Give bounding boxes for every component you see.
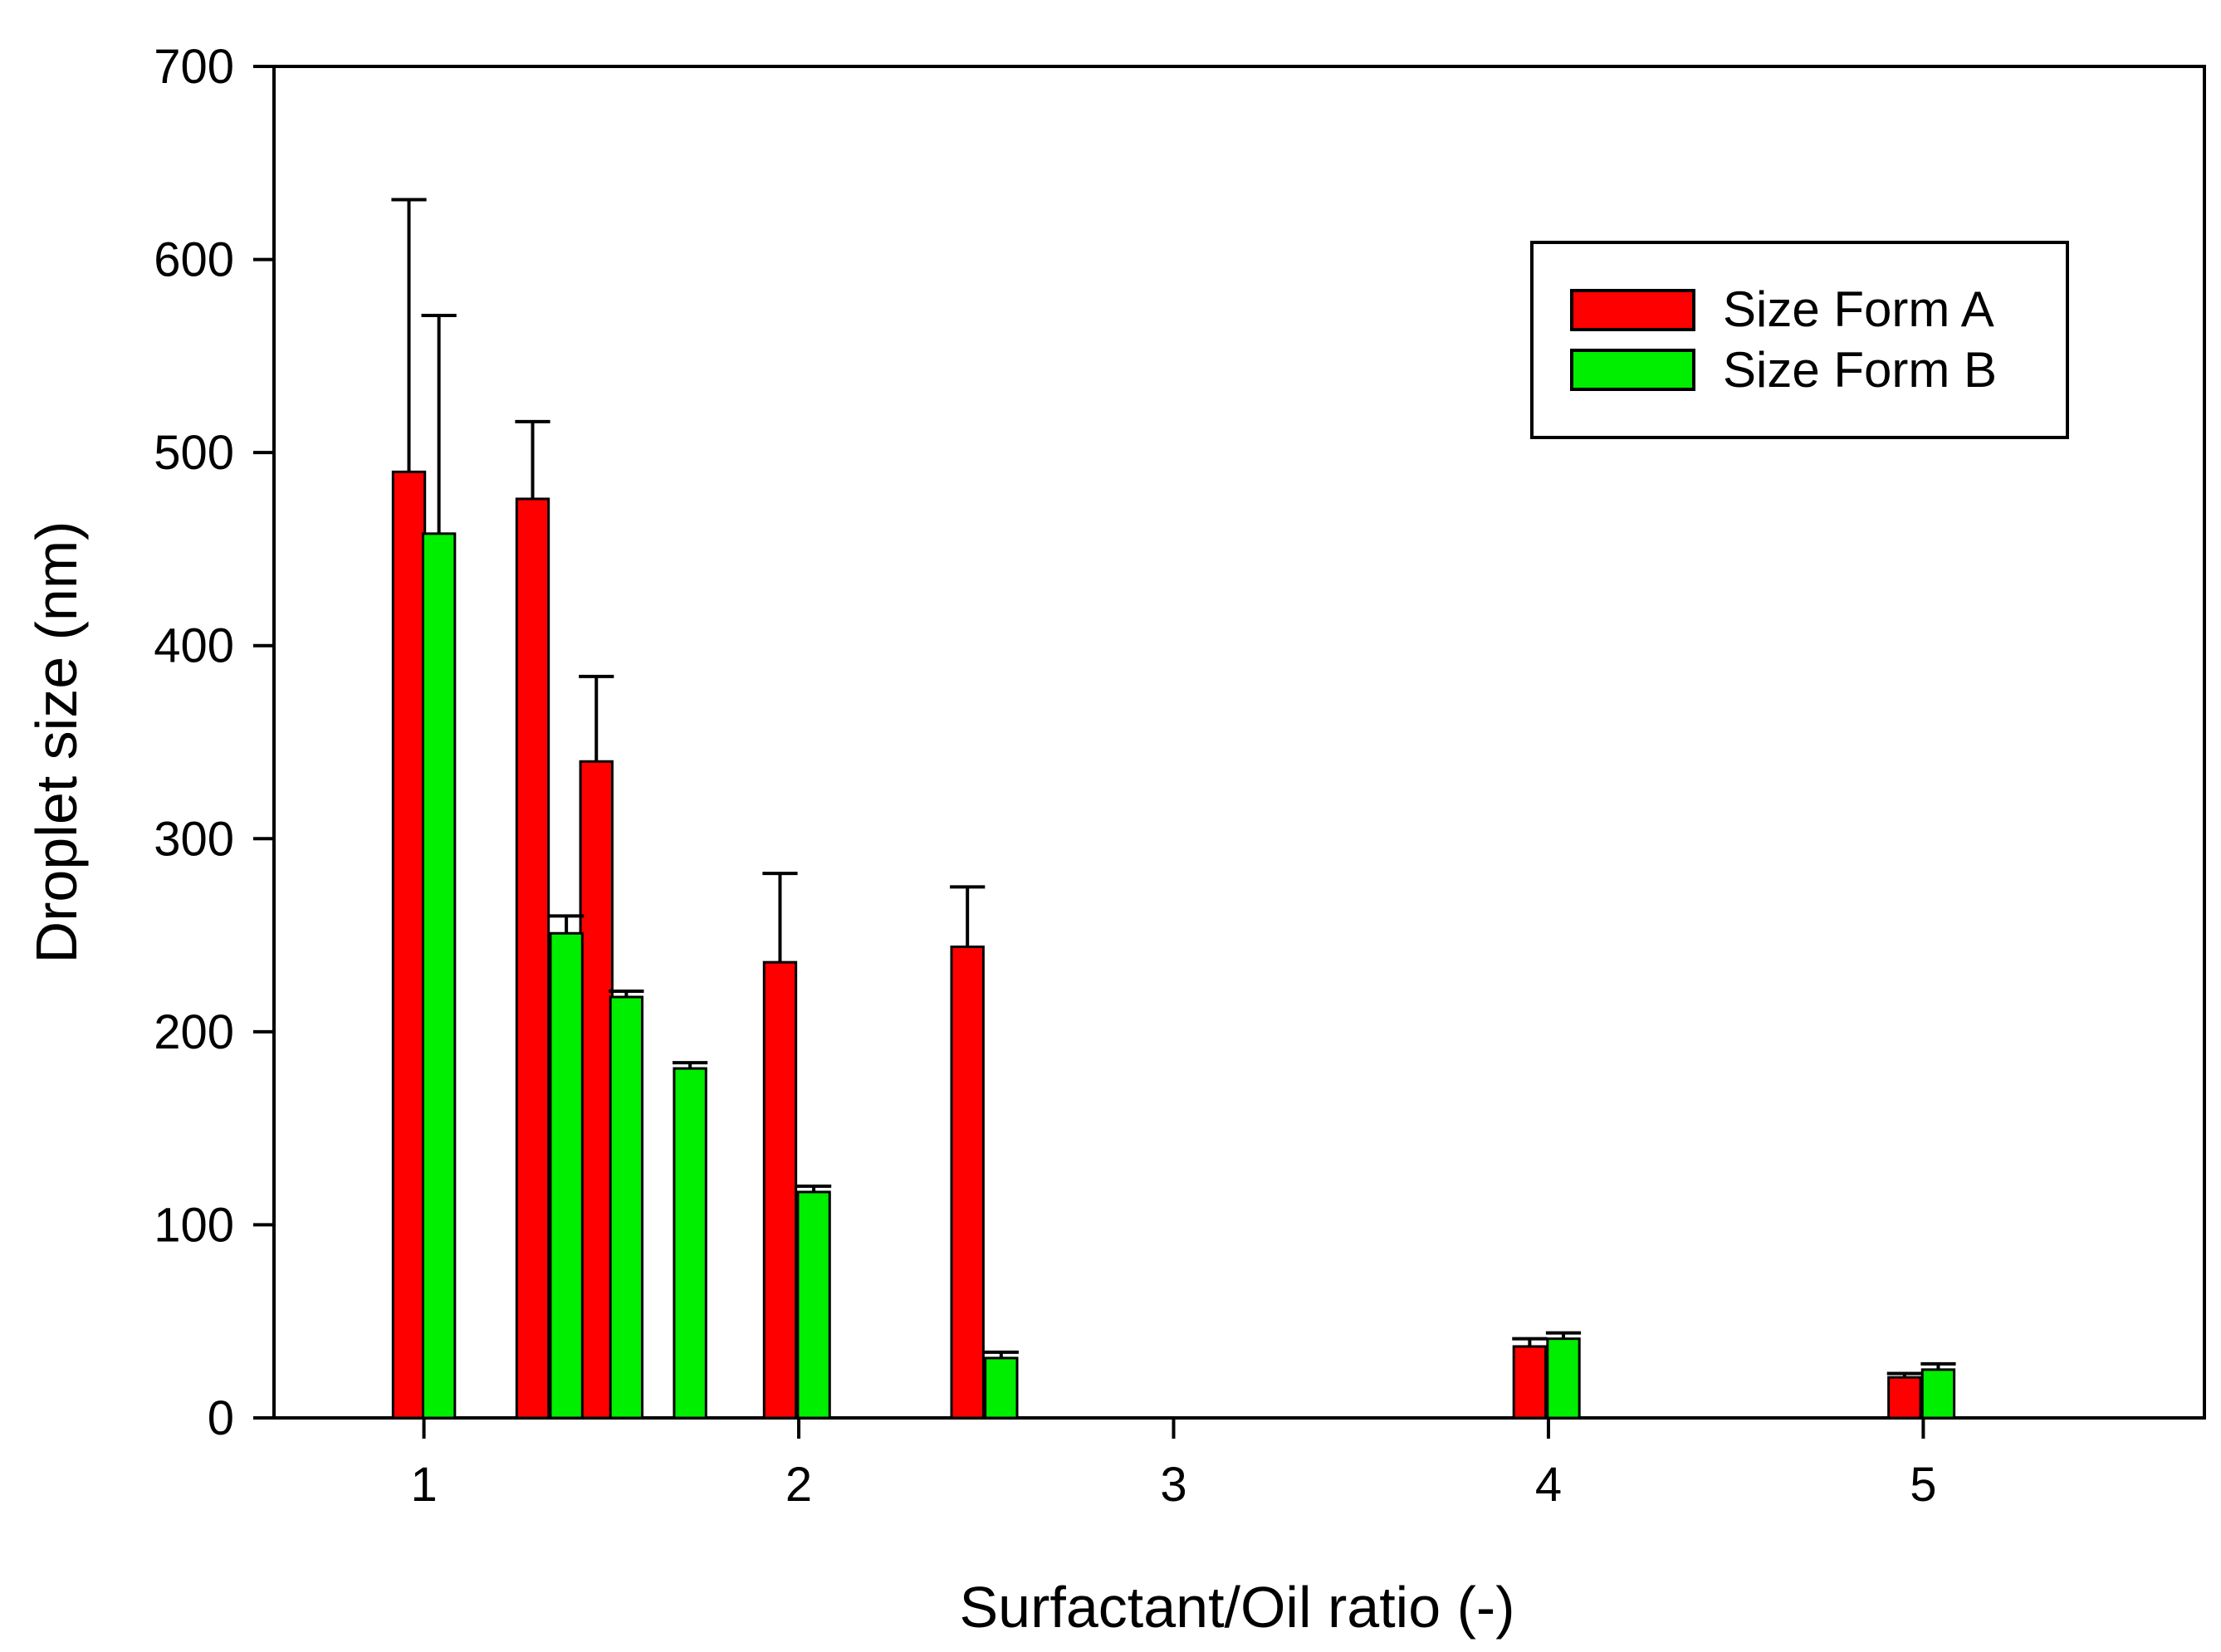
bar-b [673, 1067, 707, 1420]
plot-frame [272, 65, 2206, 1420]
bar-a [1887, 1376, 1922, 1420]
bar-b [609, 995, 644, 1420]
bar-a [950, 946, 985, 1420]
legend-swatch-b [1570, 349, 1695, 391]
y-tick-label: 300 [154, 812, 234, 866]
x-tick-label: 4 [1535, 1458, 1562, 1512]
bar-b [1546, 1337, 1581, 1420]
y-tick-label: 100 [154, 1198, 234, 1252]
bar-b [1920, 1368, 1956, 1420]
y-tick-label: 400 [154, 619, 234, 673]
y-axis-title: Droplet size (nm) [24, 521, 89, 964]
legend-label-b: Size Form B [1723, 342, 1997, 398]
bar-a [579, 760, 614, 1420]
bars-layer [391, 198, 1956, 1420]
x-tick-label: 3 [1160, 1458, 1186, 1512]
bar-a [515, 497, 550, 1420]
legend-swatch-a [1570, 289, 1695, 331]
y-tick-label: 600 [154, 233, 234, 287]
bar-b [984, 1356, 1019, 1420]
y-tick-label: 200 [154, 1005, 234, 1059]
bar-a [762, 960, 798, 1420]
bar-b [796, 1190, 831, 1420]
bar-a [391, 470, 427, 1420]
axes-layer: 0 100 200 300 400 500 600 700 1 2 3 4 5 [154, 40, 1936, 1512]
x-axis-title: Surfactant/Oil ratio (-) [959, 1575, 1514, 1640]
legend-label-a: Size Form A [1723, 281, 1994, 337]
y-tick-label: 700 [154, 40, 234, 94]
legend: Size Form A Size Form B [1530, 241, 2069, 439]
legend-box [1530, 241, 2069, 439]
x-tick-label: 1 [410, 1458, 437, 1512]
bar-b [421, 532, 457, 1420]
bar-b [549, 931, 584, 1420]
bar-a [1512, 1345, 1548, 1420]
y-tick-label: 500 [154, 426, 234, 480]
y-tick-label: 0 [208, 1391, 234, 1445]
x-tick-label: 5 [1910, 1458, 1936, 1512]
x-tick-label: 2 [785, 1458, 812, 1512]
